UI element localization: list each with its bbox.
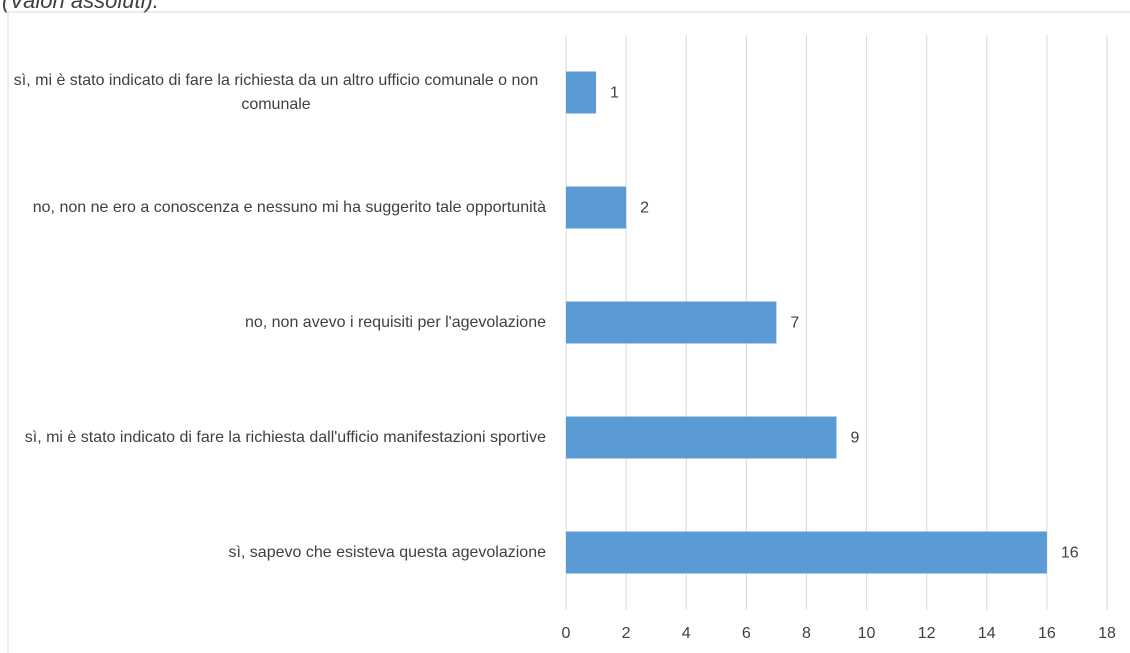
x-tick-label: 14 bbox=[978, 625, 996, 642]
x-tick-label: 2 bbox=[622, 625, 631, 642]
y-tick-text: no, non avevo i requisiti per l'agevolaz… bbox=[244, 313, 546, 331]
y-tick-text: no, non ne ero a conoscenza e nessuno mi… bbox=[32, 198, 546, 216]
x-tick-label: 0 bbox=[562, 625, 571, 642]
y-tick-label: sì, mi è stato indicato di fare la richi… bbox=[6, 69, 546, 117]
y-tick-label: no, non ne ero a conoscenza e nessuno mi… bbox=[6, 196, 546, 220]
x-tick-label: 6 bbox=[742, 625, 751, 642]
y-tick-text: sì, mi è stato indicato di fare la richi… bbox=[24, 428, 546, 446]
x-tick-label: 12 bbox=[918, 625, 936, 642]
data-label: 16 bbox=[1061, 545, 1079, 562]
data-label: 1 bbox=[610, 85, 619, 102]
y-tick-label: no, non avevo i requisiti per l'agevolaz… bbox=[6, 311, 546, 335]
x-tick-label: 16 bbox=[1038, 625, 1056, 642]
bar bbox=[566, 416, 837, 459]
x-tick-label: 8 bbox=[802, 625, 811, 642]
data-label: 7 bbox=[790, 315, 799, 332]
y-tick-text: sì, sapevo che esisteva questa agevolazi… bbox=[228, 543, 546, 561]
bar bbox=[566, 71, 597, 114]
data-label: 9 bbox=[851, 430, 860, 447]
chart-title: (Valori assoluti). bbox=[2, 0, 159, 13]
x-tick-label: 10 bbox=[858, 625, 876, 642]
y-tick-label: sì, sapevo che esisteva questa agevolazi… bbox=[6, 541, 546, 565]
data-label: 2 bbox=[640, 200, 649, 217]
y-tick-label: sì, mi è stato indicato di fare la richi… bbox=[6, 426, 546, 450]
bar bbox=[566, 531, 1047, 574]
x-tick-label: 4 bbox=[682, 625, 691, 642]
x-tick-label: 18 bbox=[1098, 625, 1116, 642]
chart-border bbox=[7, 11, 1130, 653]
bar bbox=[566, 186, 627, 229]
y-tick-text: sì, mi è stato indicato di fare la richi… bbox=[13, 71, 539, 113]
bar bbox=[566, 301, 777, 344]
